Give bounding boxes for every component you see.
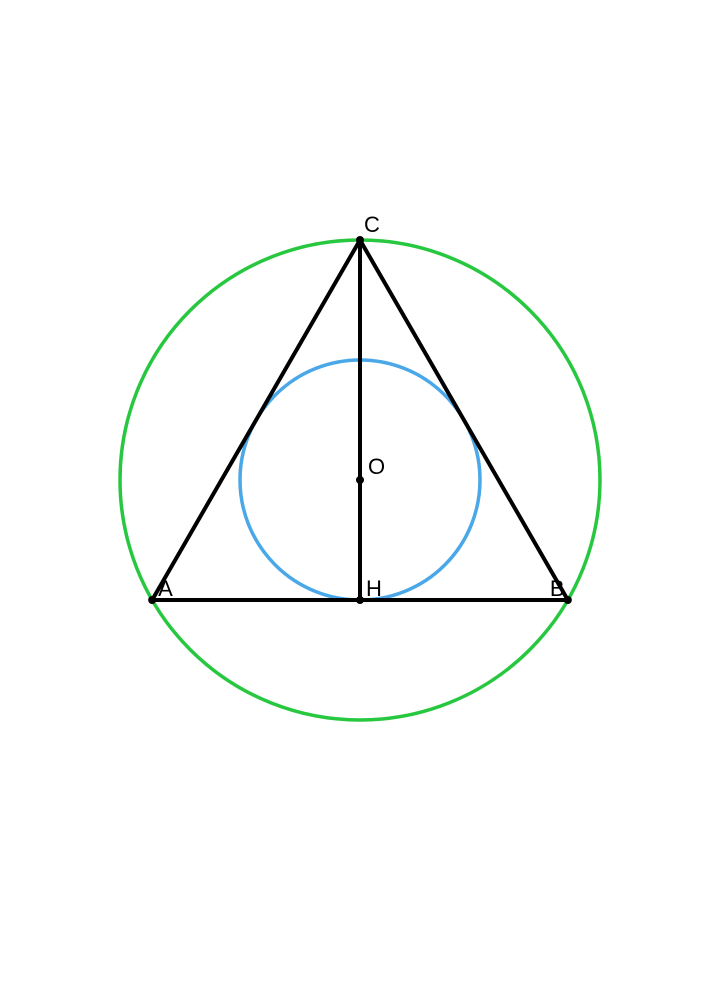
point-H bbox=[356, 596, 364, 604]
point-O-label: O bbox=[368, 454, 385, 479]
point-B bbox=[564, 596, 572, 604]
point-C bbox=[356, 236, 364, 244]
geometry-diagram: A B C H O bbox=[0, 0, 720, 1000]
point-H-label: H bbox=[366, 576, 382, 601]
point-B-label: B bbox=[550, 576, 565, 601]
point-A bbox=[148, 596, 156, 604]
point-O bbox=[356, 476, 364, 484]
point-A-label: A bbox=[158, 576, 173, 601]
point-C-label: C bbox=[364, 212, 380, 237]
